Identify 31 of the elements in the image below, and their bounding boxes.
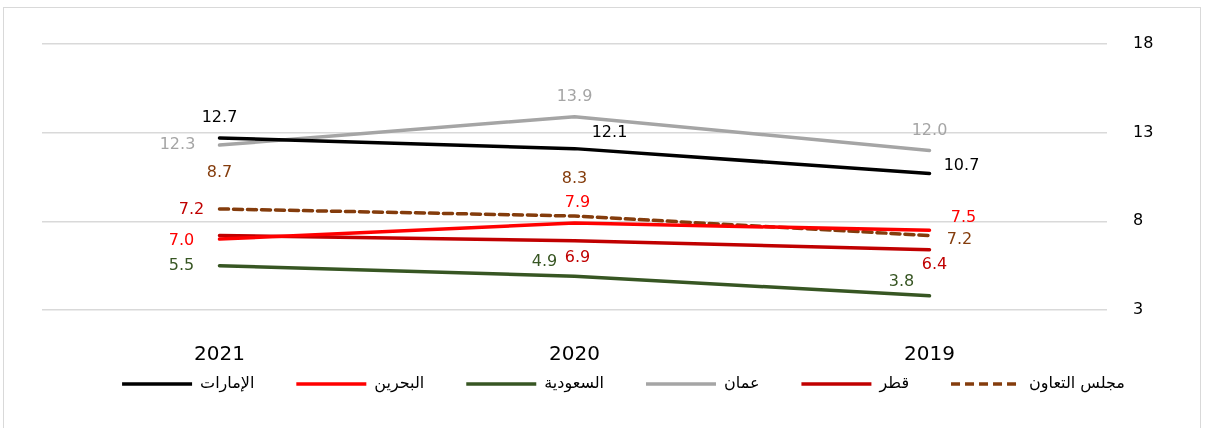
data-label: 5.5 <box>168 254 195 274</box>
data-label: 12.3 <box>159 134 196 154</box>
x-tick-label: 2020 <box>549 341 600 366</box>
data-label: 6.4 <box>921 253 948 273</box>
data-label: 10.7 <box>943 154 980 174</box>
data-label: 12.0 <box>911 119 948 139</box>
legend-label: مجلس التعاون <box>1029 373 1125 394</box>
data-label: 7.9 <box>564 192 591 212</box>
y-tick-label: 3 <box>1133 299 1144 319</box>
data-label: 13.9 <box>556 85 593 105</box>
data-label: 4.9 <box>531 251 558 271</box>
x-tick-label: 2021 <box>194 341 245 366</box>
data-label: 3.8 <box>888 270 915 290</box>
data-label: 7.5 <box>950 207 977 227</box>
data-label: 12.1 <box>591 121 628 141</box>
data-label: 7.0 <box>168 230 195 250</box>
x-tick-label: 2019 <box>904 341 955 366</box>
data-label: 6.9 <box>564 247 591 266</box>
legend-label: الإمارات <box>200 373 255 394</box>
data-label: 8.3 <box>561 168 588 188</box>
data-label: 7.2 <box>178 198 205 218</box>
data-label: 12.7 <box>201 107 238 127</box>
legend-label: البحرين <box>374 373 425 394</box>
y-tick-label: 13 <box>1133 121 1154 141</box>
data-label: 8.7 <box>206 162 233 182</box>
legend-label: السعودية <box>544 373 604 394</box>
y-tick-label: 18 <box>1133 33 1154 53</box>
legend-label: قطر <box>878 373 910 394</box>
y-tick-label: 8 <box>1133 210 1144 230</box>
data-label: 7.2 <box>946 228 973 248</box>
legend-label: عمان <box>724 373 760 393</box>
